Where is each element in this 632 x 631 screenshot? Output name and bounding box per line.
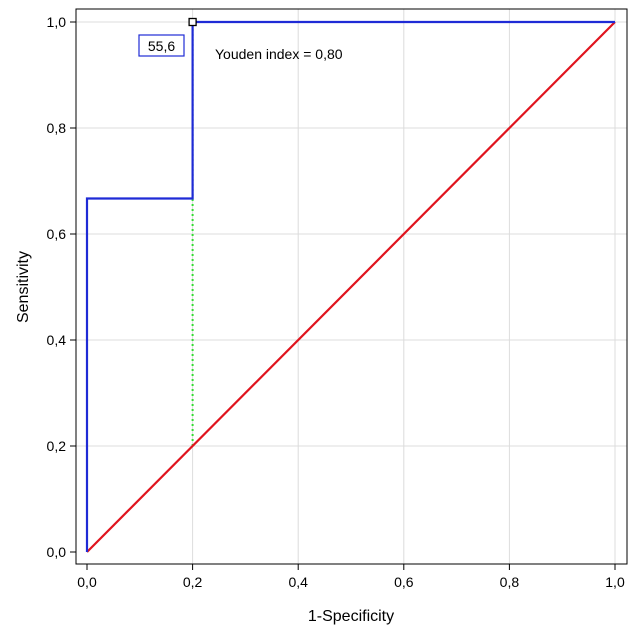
x-tick-label: 1,0 [605, 574, 625, 590]
x-axis-title: 1-Specificity [308, 608, 394, 625]
x-ticks: 0,0 0,2 0,4 0,6 0,8 1,0 [77, 564, 625, 590]
overlay-layer: 55,6 [138, 17, 197, 57]
cutoff-label: 55,6 [148, 38, 175, 54]
y-ticks: 0,0 0,2 0,4 0,6 0,8 1,0 [47, 14, 76, 560]
series-layer [85, 20, 616, 553]
x-tick-label: 0,4 [288, 574, 308, 590]
cutoff-label-box [138, 34, 185, 57]
y-tick-label: 0,6 [47, 226, 67, 242]
y-tick-label: 0,8 [47, 120, 67, 136]
y-tick-label: 0,4 [47, 332, 67, 348]
roc-curve-line [85, 20, 615, 552]
reference-diagonal-line [86, 21, 616, 553]
y-tick-label: 1,0 [47, 14, 67, 30]
x-tick-label: 0,0 [77, 574, 97, 590]
plot-frame [75, 8, 628, 565]
y-tick-label: 0,0 [47, 544, 67, 560]
y-axis-title: Sensitivity [15, 251, 32, 323]
y-tick-label: 0,2 [47, 438, 67, 454]
x-tick-label: 0,6 [394, 574, 414, 590]
youden-index-annotation: Youden index = 0,80 [215, 46, 343, 62]
x-tick-label: 0,2 [183, 574, 203, 590]
x-tick-label: 0,8 [500, 574, 520, 590]
cutoff-point-marker [188, 17, 197, 27]
